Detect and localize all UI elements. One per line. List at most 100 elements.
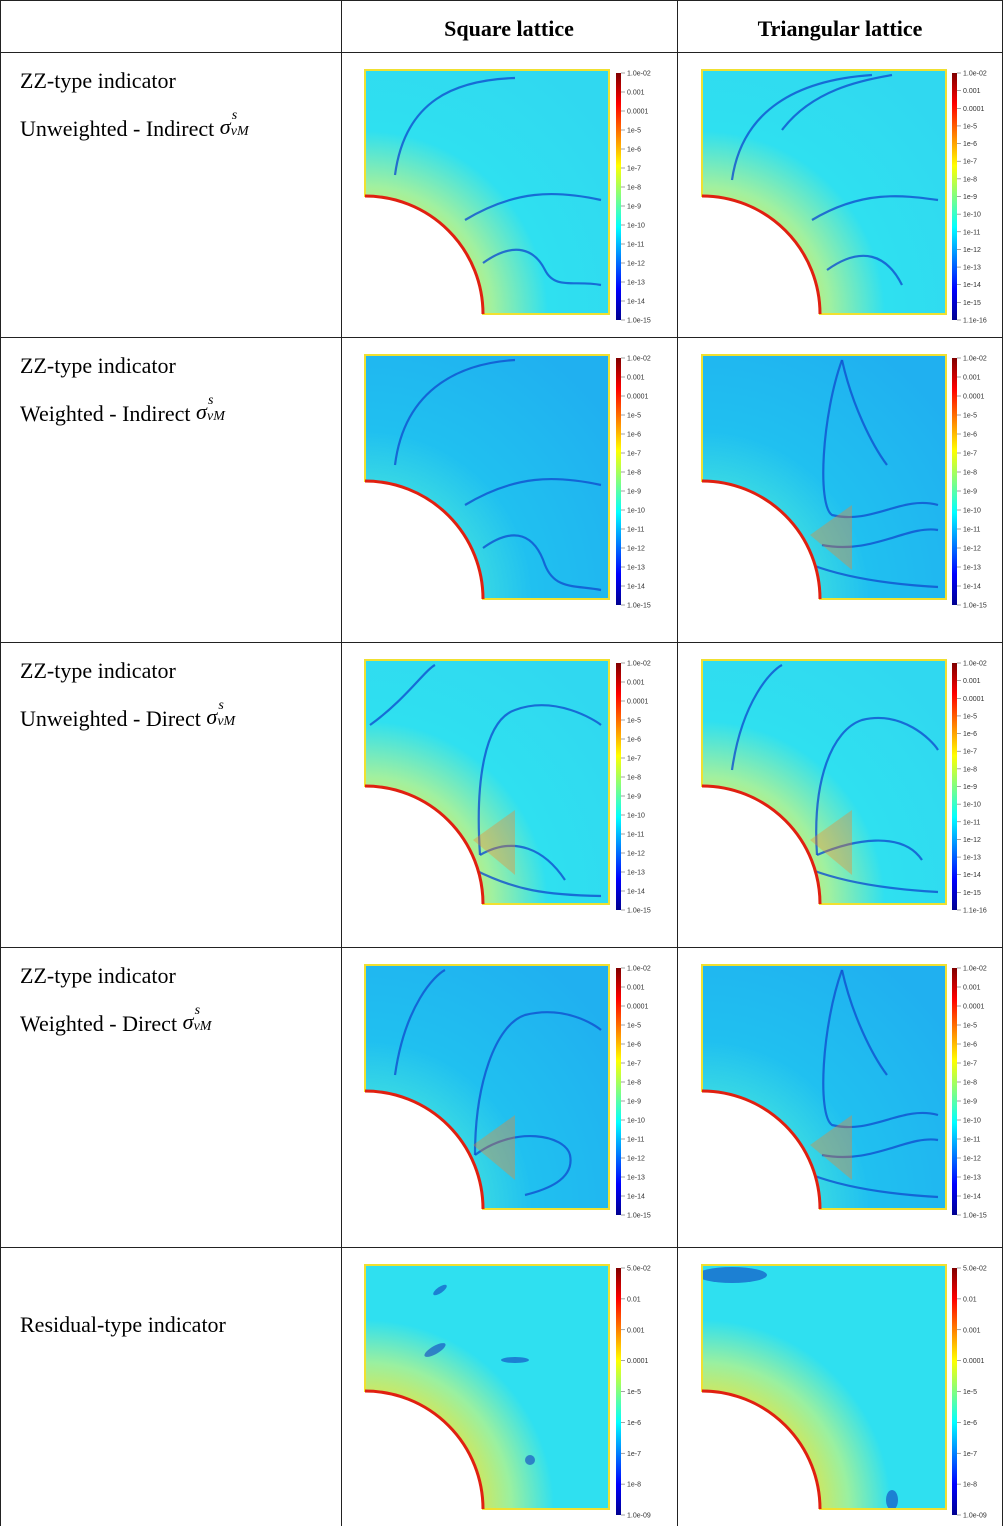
colorbar-ramp	[952, 73, 957, 320]
colorbar-label: 1e-12	[627, 1156, 645, 1163]
colorbar-label: 1e-8	[963, 1482, 977, 1489]
isoline	[474, 1135, 572, 1197]
isoline	[826, 254, 903, 286]
method-text: Unweighted - Direct	[20, 706, 207, 732]
colorbar-label: 1.0e-02	[963, 661, 987, 668]
triangular-lattice-field-row-5	[701, 1264, 947, 1510]
stress-concentration	[810, 505, 852, 570]
colorbar-label: 0.001	[627, 90, 645, 97]
colorbar-label: 1e-5	[963, 713, 977, 720]
header-triangular-lattice: Triangular lattice	[757, 16, 923, 41]
table-rule	[0, 1247, 1003, 1248]
colorbar: 1.0e-02 0.001 0.0001 1e-5 1e-6 1e-7 1e-8 1e-9 1e…	[616, 71, 651, 325]
colorbar-label: 1e-11	[963, 819, 980, 826]
isoline	[781, 73, 893, 131]
colorbar-label: 1e-14	[963, 282, 981, 289]
colorbar: 1.0e-02 0.001 0.0001 1e-5 1e-6 1e-7 1e-8 1e-9 1e…	[952, 661, 987, 915]
isoline	[369, 664, 436, 726]
colorbar-label: 1e-14	[627, 584, 645, 591]
colorbar-label: 0.001	[627, 985, 645, 992]
square-lattice-field-row-5	[364, 1264, 610, 1510]
row-title: ZZ-type indicator	[20, 963, 176, 988]
colorbar-ramp	[616, 73, 621, 320]
colorbar-label: 1e-7	[963, 1061, 977, 1068]
colorbar-label: 1.1e-16	[963, 318, 987, 325]
colorbar-label: 1e-14	[963, 584, 981, 591]
hole-boundary	[701, 194, 822, 315]
colorbar-label: 1e-8	[627, 1482, 641, 1489]
colorbar-label: 0.001	[627, 680, 645, 687]
colorbar-label: 1e-9	[627, 489, 641, 496]
colorbar-label: 1e-9	[627, 794, 641, 801]
colorbar-label: 1.0e-02	[627, 966, 651, 973]
colorbar-label: 1e-11	[627, 832, 644, 839]
colorbar-label: 1.0e-15	[627, 1213, 651, 1220]
colorbar-ramp	[616, 968, 621, 1215]
colorbar-label: 1e-5	[627, 1389, 641, 1396]
isoline	[479, 844, 566, 881]
square-lattice-field-row-2	[364, 354, 610, 600]
colorbar-label: 1e-8	[627, 470, 641, 477]
isoline	[840, 969, 888, 1076]
colorbar-label: 1e-7	[963, 159, 977, 166]
colorbar-ramp	[616, 358, 621, 605]
isoline	[730, 73, 873, 181]
colorbar-label: 0.0001	[963, 106, 985, 113]
colorbar-label: 1e-6	[627, 147, 641, 154]
colorbar-label: 1e-7	[627, 756, 641, 763]
error-spot	[702, 1267, 767, 1283]
colorbar-label: 1e-8	[627, 775, 641, 782]
isoline	[811, 563, 939, 589]
isoline	[811, 1173, 939, 1199]
hole-boundary	[364, 479, 485, 600]
triangular-lattice-field-row-3	[701, 659, 947, 905]
colorbar-label: 1.1e-16	[963, 908, 987, 915]
isoline	[840, 359, 888, 466]
error-spot	[501, 1357, 529, 1363]
colorbar-label: 1e-5	[627, 128, 641, 135]
colorbar-label: 1e-10	[963, 212, 981, 219]
colorbar-ramp	[952, 663, 957, 910]
colorbar-label: 1.0e-15	[627, 318, 651, 325]
error-spot	[433, 1284, 447, 1296]
triangular-lattice-field-row-1	[701, 69, 947, 315]
symbol-sigma: σ	[182, 1009, 194, 1035]
colorbar-label: 0.0001	[627, 1358, 649, 1365]
sigma-vm-symbol: σ s vM	[183, 1003, 217, 1034]
colorbar-label: 1e-8	[963, 176, 977, 183]
table-rule	[0, 642, 1003, 643]
colorbar-label: 0.0001	[963, 1004, 985, 1011]
colorbar-label: 0.0001	[963, 1358, 985, 1365]
colorbar-label: 0.0001	[963, 394, 985, 401]
colorbar-label: 0.001	[963, 985, 981, 992]
colorbar-label: 1e-12	[963, 546, 981, 553]
colorbar-label: 1e-6	[963, 432, 977, 439]
sigma-vm-symbol: σ s vM	[220, 108, 254, 139]
colorbar-label: 1e-9	[963, 489, 977, 496]
colorbar-label: 1e-11	[627, 1137, 644, 1144]
row-title: ZZ-type indicator	[20, 658, 176, 683]
colorbar-label: 1e-8	[627, 1080, 641, 1087]
square-lattice-field-row-3	[364, 659, 610, 905]
colorbar-label: 1e-12	[627, 546, 645, 553]
colorbar-label: 1e-5	[627, 718, 641, 725]
colorbar-label: 0.0001	[627, 1004, 649, 1011]
colorbar-label: 0.01	[963, 1296, 977, 1303]
colorbar-label: 1.0e-15	[963, 603, 987, 610]
hole-boundary	[701, 479, 822, 600]
colorbar-label: 1e-8	[627, 185, 641, 192]
isoline	[821, 528, 939, 549]
symbol-subscript: vM	[207, 409, 225, 425]
stress-concentration	[473, 810, 515, 875]
colorbar-label: 1e-14	[627, 299, 645, 306]
hole-boundary	[701, 1089, 822, 1210]
error-spot	[424, 1343, 446, 1357]
colorbar-label: 1e-12	[627, 851, 645, 858]
colorbar-label: 1.0e-02	[963, 71, 987, 78]
table-rule	[0, 0, 1003, 1]
error-spot	[525, 1455, 535, 1465]
row-title: ZZ-type indicator	[20, 68, 176, 93]
symbol-subscript: vM	[217, 714, 236, 730]
